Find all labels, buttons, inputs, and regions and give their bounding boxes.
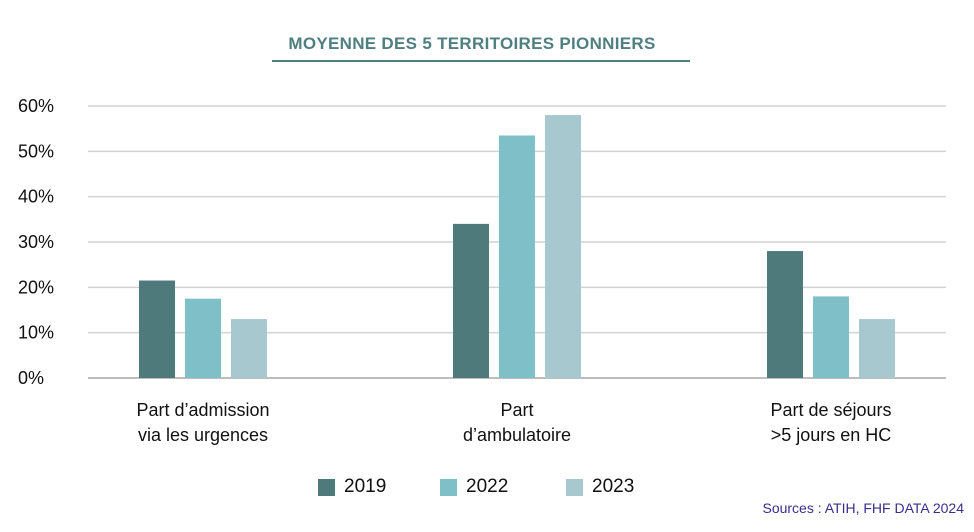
legend-label: 2023 [592,476,635,497]
title-underline [272,60,690,62]
legend-item-2023: 2023 [566,476,634,498]
legend-item-2022: 2022 [440,476,508,498]
bar-2019-1 [453,223,489,378]
bar-2022-0 [185,298,221,378]
y-tick-labels: 0% 10% 20% 30% 40% 50% 60% [18,96,54,388]
bar-2019-2 [767,251,803,378]
bars [139,115,895,379]
legend-swatch [440,478,457,496]
category-label-line: via les urgences [138,425,268,445]
category-label-line: Part d’admission [136,400,269,420]
legend-swatch [566,478,583,496]
y-tick-label: 60% [18,96,54,116]
y-tick-label: 20% [18,277,54,297]
bar-2023-1 [545,115,581,379]
y-tick-label: 50% [18,141,54,161]
legend-item-2019: 2019 [318,476,386,498]
bar-2022-2 [813,296,849,378]
y-tick-label: 10% [18,323,54,343]
category-label-line: Part [500,400,533,420]
source-note: Sources : ATIH, FHF DATA 2024 [762,500,964,516]
category-label-line: Part de séjours [770,400,891,420]
y-tick-label: 40% [18,187,54,207]
category-label-line: d’ambulatoire [463,425,571,445]
category-label: Part de séjours >5 jours en HC [770,400,891,445]
category-label: Part d’ambulatoire [463,400,571,445]
y-tick-label: 0% [18,368,44,388]
legend-swatch [318,478,335,496]
category-label: Part d’admission via les urgences [136,400,269,445]
legend-label: 2022 [466,476,509,497]
y-tick-label: 30% [18,232,54,252]
bar-2022-1 [499,135,535,378]
chart-title: MOYENNE DES 5 TERRITOIRES PIONNIERS [288,34,656,53]
legend-label: 2019 [344,476,387,497]
bar-2023-2 [859,319,895,378]
category-label-line: >5 jours en HC [771,425,892,445]
bar-chart: 0% 10% 20% 30% 40% 50% 60% Part d’admission via… [18,96,946,445]
bar-2019-0 [139,280,175,378]
bar-2023-0 [231,319,267,378]
category-labels: Part d’admission via les urgences Part d’am… [136,400,891,445]
